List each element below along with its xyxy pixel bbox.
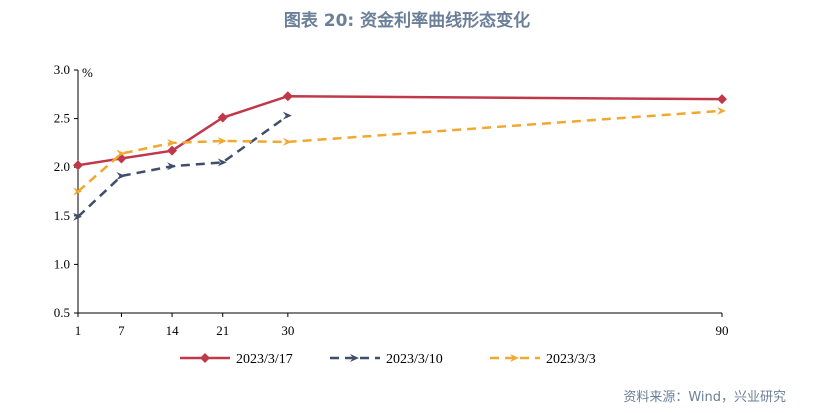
data-point bbox=[282, 111, 292, 120]
y-axis-unit: % bbox=[82, 65, 93, 80]
legend: 2023/3/17 2023/3/10 2023/3/3 bbox=[180, 352, 596, 367]
data-point bbox=[116, 171, 126, 180]
x-tick-label: 21 bbox=[216, 323, 229, 338]
x-tick-label: 7 bbox=[118, 323, 125, 338]
legend-marker bbox=[200, 353, 210, 363]
legend-item: 2023/3/3 bbox=[490, 352, 596, 367]
legend-marker bbox=[510, 354, 519, 362]
axes: 0.5 1.0 1.5 2.0 2.5 3.0 1 7 14 21 30 90% bbox=[54, 62, 729, 338]
legend-marker bbox=[350, 354, 359, 362]
data-point bbox=[167, 162, 177, 171]
legend-item: 2023/3/10 bbox=[330, 352, 443, 367]
x-tick-label: 30 bbox=[281, 323, 294, 338]
series-line bbox=[77, 114, 289, 218]
x-tick-label: 14 bbox=[166, 323, 180, 338]
data-point bbox=[116, 149, 126, 158]
series-2023/3/3 bbox=[73, 106, 726, 196]
legend-label: 2023/3/10 bbox=[386, 352, 443, 367]
chart-title: 图表 20: 资金利率曲线形态变化 bbox=[283, 11, 531, 31]
data-point bbox=[282, 91, 293, 102]
legend-label: 2023/3/17 bbox=[236, 352, 293, 367]
data-point bbox=[217, 136, 227, 145]
data-point bbox=[717, 106, 726, 115]
series-2023/3/17 bbox=[73, 91, 727, 171]
data-point bbox=[217, 112, 228, 123]
series-line bbox=[77, 94, 723, 167]
x-tick-label: 1 bbox=[75, 323, 82, 338]
y-tick-label: 1.0 bbox=[54, 256, 70, 271]
series-2023/3/10 bbox=[73, 111, 292, 221]
legend-label: 2023/3/3 bbox=[546, 352, 596, 367]
y-tick-label: 1.5 bbox=[54, 208, 70, 223]
data-point bbox=[167, 138, 177, 147]
y-tick-label: 3.0 bbox=[54, 62, 70, 77]
data-point bbox=[73, 187, 82, 196]
data-point bbox=[73, 160, 83, 171]
x-tick-label: 90 bbox=[716, 323, 729, 338]
data-point bbox=[217, 158, 227, 167]
data-point bbox=[717, 94, 727, 105]
legend-item: 2023/3/17 bbox=[180, 352, 293, 367]
series-layer bbox=[73, 91, 727, 221]
series-line bbox=[77, 109, 723, 193]
y-tick-label: 2.0 bbox=[54, 159, 70, 174]
y-tick-label: 2.5 bbox=[54, 111, 70, 126]
data-point bbox=[282, 137, 292, 146]
data-point bbox=[73, 212, 82, 221]
data-point bbox=[167, 145, 178, 156]
y-tick-label: 0.5 bbox=[54, 305, 70, 320]
source-note: 资料来源：Wind，兴业研究 bbox=[623, 390, 786, 405]
